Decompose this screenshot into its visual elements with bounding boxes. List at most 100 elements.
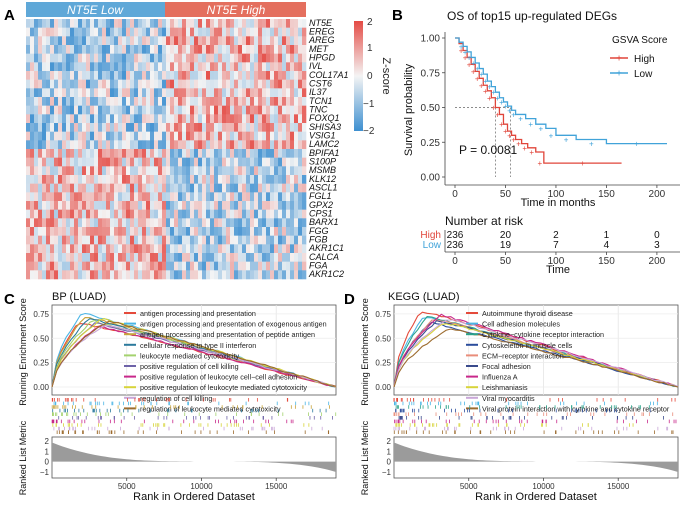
heatmap-cell (234, 175, 239, 184)
heatmap-cell (110, 71, 115, 80)
heatmap-cell (34, 88, 39, 98)
heatmap-cell (258, 244, 263, 254)
heatmap-cell (298, 244, 303, 254)
heatmap-cell (42, 123, 47, 132)
heatmap-cell (54, 253, 59, 262)
heatmap-cell (86, 261, 91, 271)
heatmap-cell (98, 218, 103, 228)
heatmap-cell (206, 27, 211, 37)
heatmap-cell (242, 62, 247, 72)
heatmap-cell (154, 261, 159, 271)
heatmap-cell (34, 201, 39, 210)
heatmap-cell (262, 71, 267, 80)
heatmap-cell (50, 253, 55, 262)
heatmap-cell (30, 62, 35, 72)
heatmap-cell (258, 131, 263, 141)
heatmap-cell (186, 62, 191, 72)
heatmap-cell (150, 253, 155, 262)
heatmap-cell (226, 175, 231, 184)
heatmap-cell (194, 175, 199, 184)
heatmap-cell (262, 183, 267, 193)
heatmap-cell (70, 175, 75, 184)
heatmap-cell (226, 270, 231, 280)
heatmap-cell (162, 253, 167, 262)
metric-ytick-label: 2 (387, 437, 392, 446)
heatmap-cell (58, 114, 63, 124)
heatmap-cell (274, 45, 279, 54)
heatmap-cell (242, 79, 247, 89)
heatmap-cell (78, 227, 83, 236)
heatmap-cell (78, 62, 83, 72)
heatmap-cell (298, 45, 303, 54)
km-censor-mark: + (459, 47, 464, 56)
heatmap-cell (202, 114, 207, 124)
heatmap-cell (62, 253, 67, 262)
heatmap-cell (278, 36, 283, 46)
heatmap-cell (42, 227, 47, 236)
heatmap-cell (38, 71, 43, 80)
heatmap-cell (74, 175, 79, 184)
heatmap-cell (186, 253, 191, 262)
heatmap-cell (82, 114, 87, 124)
heatmap-cell (158, 123, 163, 132)
heatmap-cell (42, 183, 47, 193)
heatmap-cell (290, 105, 295, 115)
heatmap-cell (178, 131, 183, 141)
heatmap-cell (302, 253, 307, 262)
heatmap-cell (286, 235, 291, 245)
heatmap-cell (170, 235, 175, 245)
km-ytick-label: 0.00 (421, 173, 441, 184)
heatmap-cell (66, 114, 71, 124)
heatmap-cell (222, 79, 227, 89)
heatmap-cell (138, 27, 143, 37)
heatmap-cell (202, 235, 207, 245)
heatmap-cell (110, 175, 115, 184)
heatmap-cell (230, 53, 235, 63)
gene-label: FGG (309, 226, 329, 236)
heatmap-cell (226, 105, 231, 115)
heatmap-cell (210, 45, 215, 54)
km-xtick-label: 150 (598, 189, 615, 200)
heatmap-cell (154, 53, 159, 63)
heatmap-cell (234, 27, 239, 37)
heatmap-cell (86, 53, 91, 63)
heatmap-cell (142, 235, 147, 245)
heatmap-cell (34, 97, 39, 106)
heatmap-cell (270, 45, 275, 54)
heatmap-cell (62, 62, 67, 72)
heatmap-cell (218, 45, 223, 54)
heatmap-cell (138, 209, 143, 219)
heatmap-cell (206, 201, 211, 210)
heatmap-cell (282, 201, 287, 210)
heatmap-cell (258, 175, 263, 184)
heatmap-cell (286, 97, 291, 106)
heatmap-cell (50, 88, 55, 98)
heatmap-cell (270, 166, 275, 176)
heatmap-cell (210, 71, 215, 80)
heatmap-cell (190, 227, 195, 236)
heatmap-cell (142, 157, 147, 167)
heatmap-cell (238, 235, 243, 245)
heatmap-cell (190, 166, 195, 176)
heatmap-cell (218, 36, 223, 46)
heatmap-cell (258, 227, 263, 236)
heatmap-cell (50, 192, 55, 202)
heatmap-cell (82, 131, 87, 141)
heatmap-cell (290, 270, 295, 280)
heatmap-cell (154, 227, 159, 236)
heatmap-cell (122, 53, 127, 63)
heatmap-cell (134, 261, 139, 271)
heatmap-cell (190, 244, 195, 254)
heatmap-cell (86, 131, 91, 141)
heatmap-cell (242, 227, 247, 236)
heatmap-cell (242, 71, 247, 80)
heatmap-cell (270, 79, 275, 89)
heatmap-cell (158, 209, 163, 219)
heatmap-cell (270, 62, 275, 72)
heatmap-cell (182, 97, 187, 106)
km-censor-mark: + (549, 131, 554, 140)
heatmap-cell (218, 218, 223, 228)
heatmap-cell (94, 261, 99, 271)
heatmap-cell (130, 227, 135, 236)
heatmap-cell (66, 62, 71, 72)
